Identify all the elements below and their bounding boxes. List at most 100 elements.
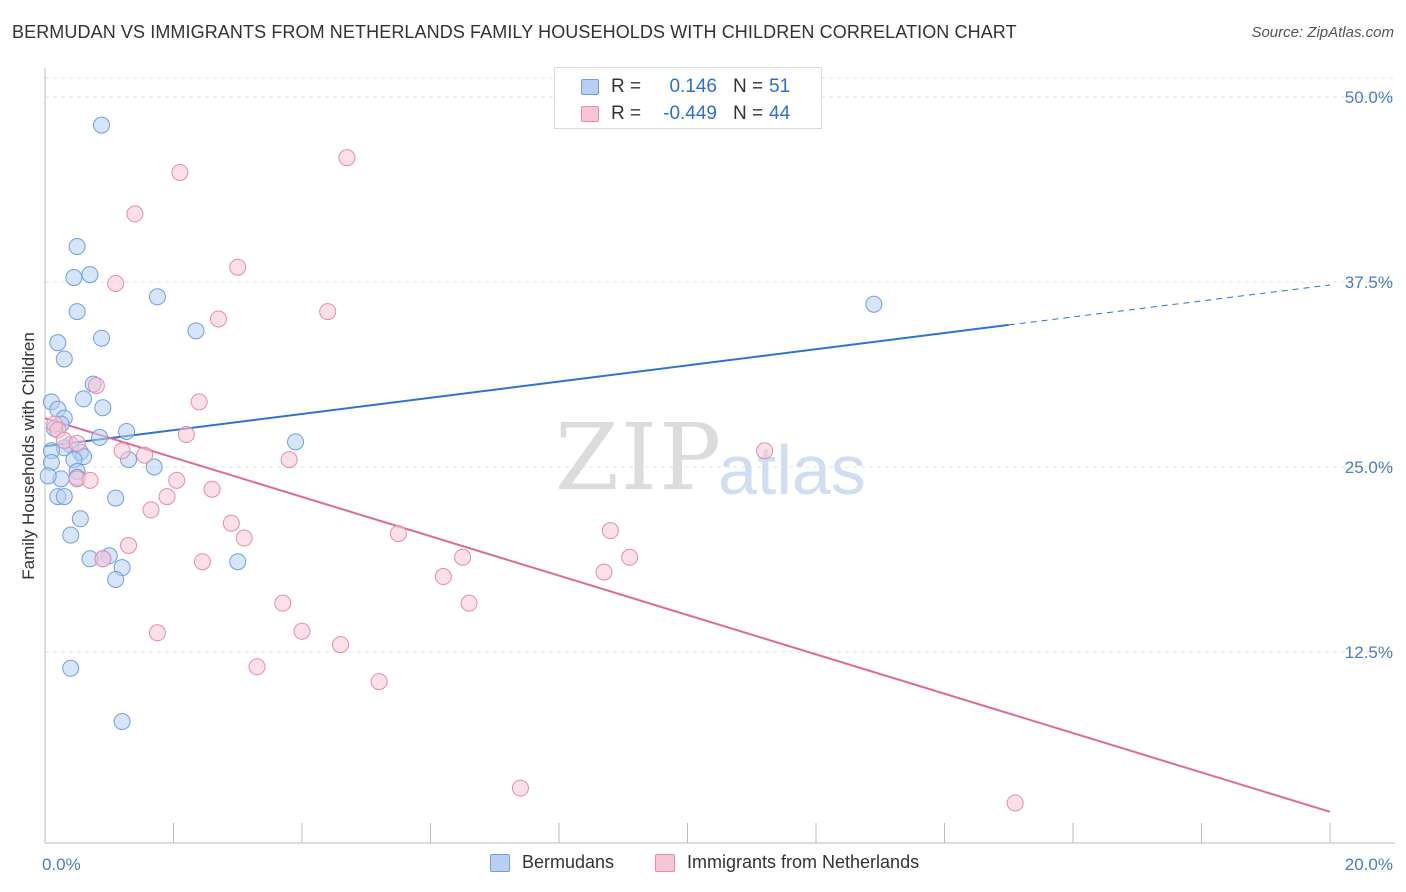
netherlands-point (274, 594, 292, 612)
bermudan-point (229, 553, 247, 571)
legend-bermudans: Bermudans (522, 852, 615, 872)
bermudan-point (68, 303, 86, 321)
n-label: N = (733, 103, 764, 124)
x-tick-label-min: 0.0% (42, 855, 81, 874)
netherlands-point (171, 163, 189, 181)
bermudan-point (81, 266, 99, 284)
legend-netherlands: Immigrants from Netherlands (687, 852, 920, 872)
axes (44, 68, 1395, 844)
bermudan-point (187, 322, 205, 340)
bermudan-point (55, 488, 73, 506)
r-value: -0.449 (663, 103, 717, 124)
netherlands-point (319, 303, 337, 321)
bermudan-point (68, 237, 86, 255)
bermudan-point (148, 288, 166, 306)
correlation-legend: R = 0.146 N = 51 R = -0.449 N = 44 (554, 67, 822, 129)
bermudan-point (75, 390, 93, 408)
bermudan-point (93, 329, 111, 347)
netherlands-point (203, 480, 221, 498)
series-legend: Bermudans Immigrants from Netherlands (0, 852, 1406, 878)
netherlands-point (338, 149, 356, 167)
bermudan-point (39, 467, 57, 485)
netherlands-point (168, 471, 186, 489)
blue-swatch (581, 79, 599, 95)
bermudans-trend-line (44, 323, 1009, 448)
netherlands-point (222, 514, 240, 532)
netherlands-point (148, 624, 166, 642)
netherlands-point (177, 425, 195, 443)
netherlands-point (158, 488, 176, 506)
netherlands-point (136, 446, 154, 464)
bermudan-point (94, 399, 112, 417)
netherlands-point (1006, 794, 1024, 812)
source-label: Source: ZipAtlas.com (1251, 24, 1394, 41)
y-tick-label: 37.5% (1345, 273, 1393, 292)
bermudan-point (65, 269, 83, 287)
bermudan-point (145, 458, 163, 476)
r-value: 0.146 (669, 76, 717, 97)
n-label: N = (733, 76, 764, 97)
netherlands-point (87, 377, 105, 395)
bermudan-point (71, 510, 89, 528)
netherlands-point (113, 442, 131, 460)
bermudans-trend-extension (1008, 284, 1331, 326)
bermudan-point (107, 489, 125, 507)
bermudan-point (91, 428, 109, 446)
grid-lines (45, 77, 1395, 653)
netherlands-point (370, 673, 388, 691)
netherlands-point (332, 636, 350, 654)
bermudan-point (49, 334, 67, 352)
netherlands-point (229, 258, 247, 276)
netherlands-point (454, 548, 472, 566)
netherlands-point (94, 550, 112, 568)
netherlands-point (434, 568, 452, 586)
netherlands-trend-line (44, 417, 1331, 813)
bermudan-point (62, 526, 80, 544)
bermudan-point (865, 295, 883, 313)
bermudans-swatch (490, 854, 510, 872)
netherlands-point (81, 471, 99, 489)
bermudan-point (55, 350, 73, 368)
netherlands-point (107, 274, 125, 292)
tick-labels: 12.5% 25.0% 37.5% 50.0% 0.0% 20.0% (42, 88, 1393, 874)
netherlands-point (142, 501, 160, 519)
legend-row-netherlands: R = -0.449 N = 44 (555, 101, 821, 127)
data-points (39, 116, 1024, 812)
y-tick-label: 25.0% (1345, 458, 1393, 477)
pink-swatch (581, 106, 599, 122)
bermudan-point (107, 570, 125, 588)
y-axis-label: Family Households with Children (19, 332, 38, 580)
netherlands-point (389, 525, 407, 543)
watermark-atlas: atlas (718, 431, 866, 509)
watermark-zip: ZIP (555, 404, 724, 511)
n-value: 44 (769, 103, 791, 124)
r-label: R = (611, 103, 642, 124)
netherlands-point (280, 451, 298, 469)
bermudan-point (62, 659, 80, 677)
netherlands-point (248, 658, 266, 676)
r-label: R = (611, 76, 642, 97)
netherlands-point (193, 553, 211, 571)
netherlands-point (601, 522, 619, 540)
bermudan-point (287, 433, 305, 451)
netherlands-swatch (655, 854, 675, 872)
trend-lines (44, 284, 1331, 813)
bermudan-point (93, 116, 111, 134)
netherlands-point (621, 548, 639, 566)
y-tick-label: 50.0% (1345, 88, 1393, 107)
netherlands-point (120, 536, 138, 554)
n-value: 51 (769, 76, 791, 97)
netherlands-point (235, 529, 253, 547)
netherlands-point (68, 434, 86, 452)
netherlands-point (209, 310, 227, 328)
netherlands-point (511, 779, 529, 797)
x-tick-label-max: 20.0% (1345, 855, 1393, 874)
bermudan-point (113, 713, 131, 731)
netherlands-point (595, 563, 613, 581)
netherlands-point (756, 442, 774, 460)
y-tick-label: 12.5% (1345, 643, 1393, 662)
netherlands-point (190, 393, 208, 411)
netherlands-point (460, 594, 478, 612)
netherlands-point (126, 205, 144, 223)
